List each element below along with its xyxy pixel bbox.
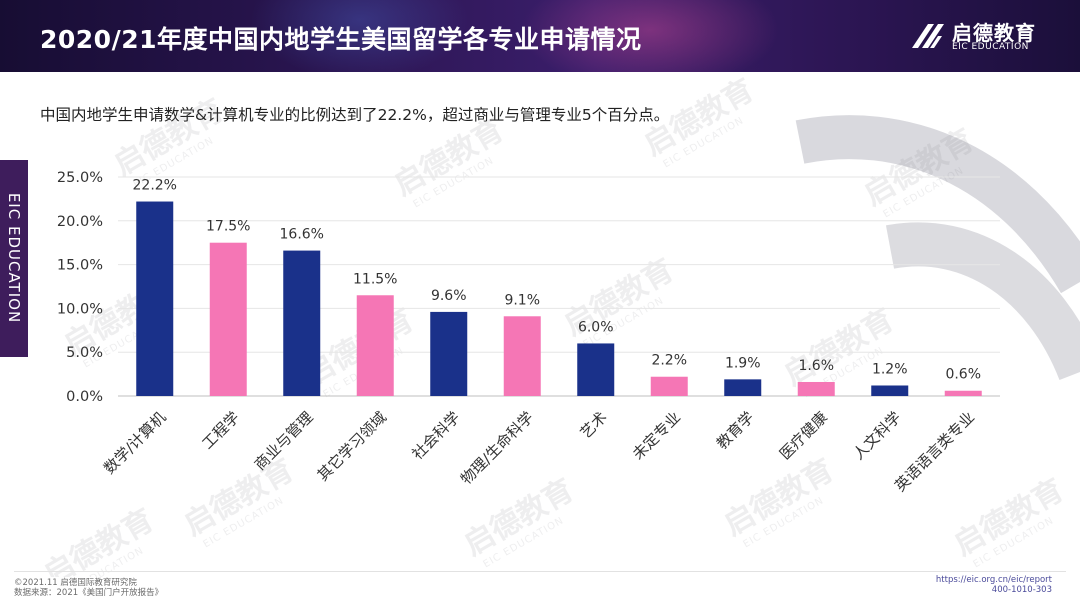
y-tick-label: 25.0% bbox=[57, 170, 103, 186]
data-label: 17.5% bbox=[206, 219, 250, 235]
bar bbox=[356, 295, 394, 396]
bar bbox=[871, 385, 909, 396]
data-label: 1.6% bbox=[798, 358, 834, 374]
footer-source: 数据来源：2021《美国门户开放报告》 bbox=[14, 588, 164, 598]
x-tick-label: 医疗健康 bbox=[776, 408, 831, 463]
data-label: 1.2% bbox=[872, 361, 908, 377]
x-tick-label: 教育学 bbox=[713, 408, 758, 453]
x-tick-label: 商业与管理 bbox=[251, 408, 317, 474]
header-glow bbox=[250, 0, 470, 72]
bar bbox=[797, 381, 835, 396]
header-bar: 2020/21年度中国内地学生美国留学各专业申请情况 启德教育 EIC EDUC… bbox=[0, 0, 1080, 72]
footer-divider bbox=[14, 571, 1066, 572]
data-label: 16.6% bbox=[280, 227, 324, 243]
eic-logo: 启德教育 EIC EDUCATION bbox=[908, 16, 1058, 58]
decorative-arcs bbox=[795, 115, 1080, 381]
footer-copyright: ©2021.11 启德国际教育研究院 bbox=[14, 578, 137, 588]
y-tick-label: 20.0% bbox=[57, 214, 103, 230]
bar bbox=[944, 390, 982, 396]
x-tick-label: 人文科学 bbox=[849, 408, 904, 463]
bar bbox=[136, 201, 174, 396]
x-tick-label: 未定专业 bbox=[629, 408, 684, 463]
data-label: 6.0% bbox=[578, 319, 614, 335]
logo-text-en: EIC EDUCATION bbox=[952, 42, 1029, 52]
footer-url[interactable]: https://eic.org.cn/eic/report bbox=[935, 575, 1052, 585]
y-tick-label: 10.0% bbox=[57, 301, 103, 317]
x-tick-label: 社会科学 bbox=[408, 408, 463, 463]
header-glow bbox=[520, 0, 780, 72]
footer-left: ©2021.11 启德国际教育研究院 数据来源：2021《美国门户开放报告》 bbox=[14, 578, 163, 598]
subtitle-text: 中国内地学生申请数学&计算机专业的比例达到了22.2%，超过商业与管理专业5个百… bbox=[40, 106, 670, 124]
bar bbox=[283, 250, 321, 396]
data-label: 0.6% bbox=[945, 367, 981, 383]
x-tick-label: 其它学习领域 bbox=[314, 408, 390, 484]
y-tick-label: 5.0% bbox=[66, 345, 103, 361]
data-label: 2.2% bbox=[651, 353, 687, 369]
side-tab: EIC EDUCATION bbox=[0, 160, 28, 357]
footer-phone: 400-1010-303 bbox=[991, 585, 1052, 595]
x-tick-label: 艺术 bbox=[577, 408, 611, 442]
logo-text-cn: 启德教育 bbox=[952, 21, 1036, 45]
data-label: 9.6% bbox=[431, 288, 467, 304]
x-tick-label: 物理/生命科学 bbox=[457, 408, 537, 488]
x-tick-label: 数学/计算机 bbox=[100, 408, 169, 477]
y-tick-label: 0.0% bbox=[66, 389, 103, 405]
bar bbox=[503, 316, 541, 396]
bar bbox=[577, 343, 615, 396]
y-tick-label: 15.0% bbox=[57, 258, 103, 274]
eic-logo-icon bbox=[912, 24, 944, 48]
bar bbox=[650, 376, 688, 396]
data-label: 9.1% bbox=[504, 292, 540, 308]
bar bbox=[209, 242, 247, 396]
page-title: 2020/21年度中国内地学生美国留学各专业申请情况 bbox=[40, 25, 642, 54]
data-label: 22.2% bbox=[133, 178, 177, 194]
data-label: 11.5% bbox=[353, 271, 397, 287]
x-tick-label: 工程学 bbox=[199, 408, 244, 453]
bar bbox=[430, 311, 468, 396]
bar bbox=[724, 379, 762, 396]
data-label: 1.9% bbox=[725, 355, 761, 371]
footer-right: https://eic.org.cn/eic/report 400-1010-3… bbox=[936, 575, 1052, 595]
